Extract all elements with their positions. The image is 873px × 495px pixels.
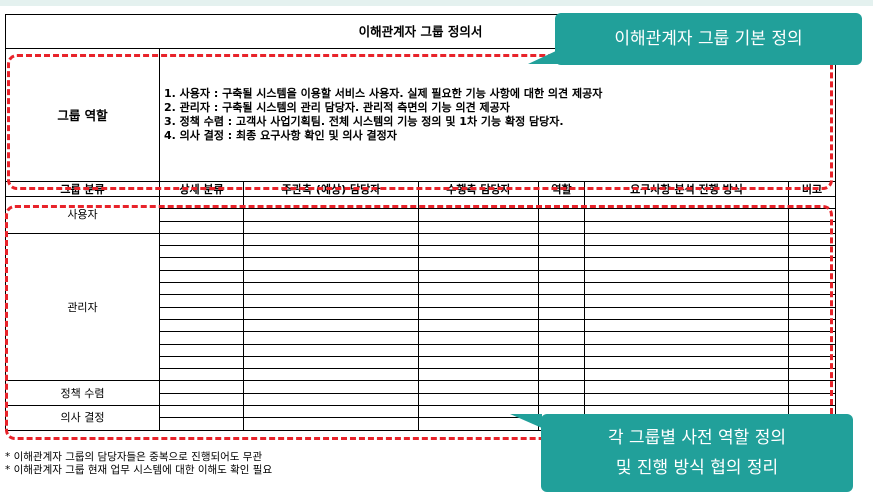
table-row (6, 294, 837, 308)
table-row (6, 355, 837, 370)
role-description: 1. 사용자 : 구축될 시스템을 이용할 서비스 사용자. 실제 필요한 기능… (158, 48, 837, 182)
callout-basic-definition: 이해관계자 그룹 기본 정의 (555, 13, 862, 65)
role-header: 그룹 역할 (5, 48, 160, 182)
group-label: 관리자 (5, 232, 160, 382)
role-line-admin: 2. 관리자 : 구축될 시스템의 관리 담당자. 관리적 측면의 기능 의견 … (164, 101, 510, 114)
callout-pointer (510, 414, 542, 428)
group-highlight-box (5, 205, 833, 440)
table-row (6, 220, 837, 234)
table-row (6, 269, 837, 284)
footnote: * 이해관계자 그룹의 담당자들은 중복으로 진행되어도 무관 (5, 451, 263, 463)
table-cell[interactable] (787, 232, 837, 247)
callout-line: 각 그룹별 사전 역할 정의 (607, 428, 786, 448)
callout-role-process: 각 그룹별 사전 역할 정의 및 진행 방식 협의 정리 (541, 414, 853, 492)
table-row (6, 331, 837, 345)
role-highlight-box (7, 54, 833, 190)
top-accent-bar (0, 0, 873, 6)
group-label: 정책 수렴 (5, 380, 160, 407)
callout-pointer (528, 50, 558, 64)
role-line-policy: 3. 정책 수렴 : 고객사 사업기획팀. 전체 시스템의 기능 정의 및 1차… (164, 115, 564, 128)
role-line-decision: 4. 의사 결정 : 최종 요구사항 확인 및 의사 결정자 (164, 129, 397, 142)
role-line-user: 1. 사용자 : 구축될 시스템을 이용할 서비스 사용자. 실제 필요한 기능… (164, 87, 603, 100)
table-cell[interactable] (787, 220, 837, 234)
callout-line: 및 진행 방식 협의 정리 (615, 458, 779, 478)
table-row: 관리자 (5, 232, 837, 382)
stakeholder-group-sheet: 이해관계자 그룹 정의서 그룹 역할 1. 사용자 : 구축될 시스템을 이용할… (4, 14, 837, 431)
table-row (6, 208, 837, 222)
footnotes: * 이해관계자 그룹의 담당자들은 중복으로 진행되어도 무관 * 이해관계자 … (5, 451, 272, 477)
table-row (6, 318, 837, 333)
footnote: * 이해관계자 그룹 현재 업무 시스템에 대한 이해도 확인 필요 (5, 464, 273, 476)
